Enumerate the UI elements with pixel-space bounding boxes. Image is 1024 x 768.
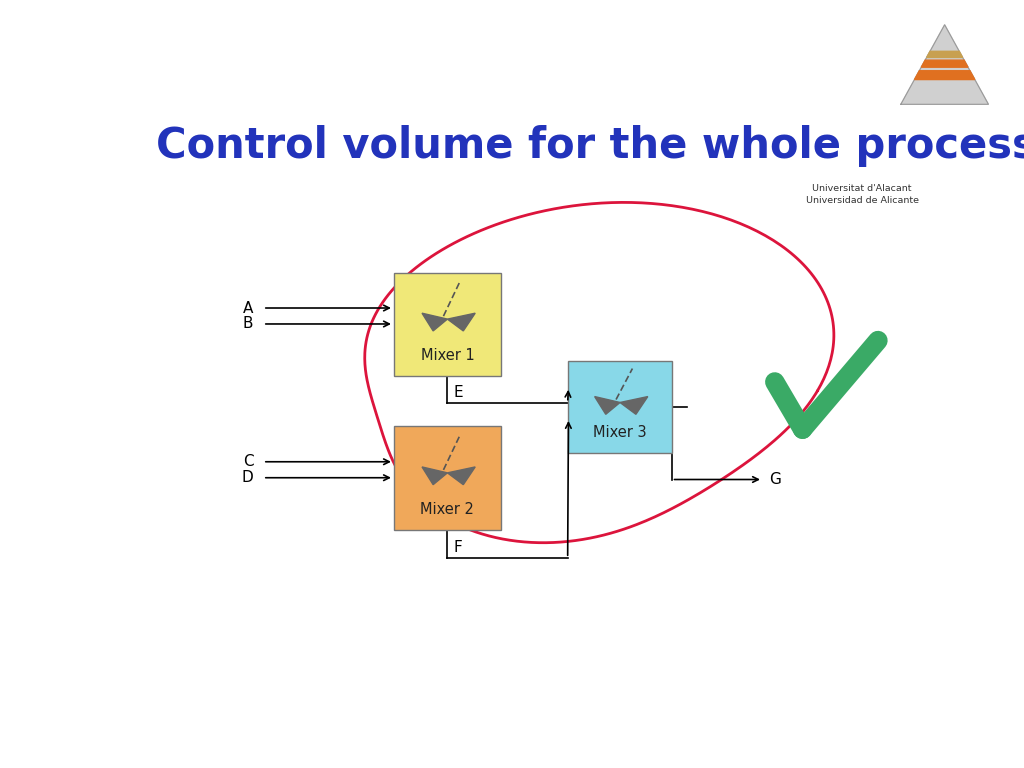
Text: F: F (454, 540, 463, 555)
Polygon shape (901, 25, 988, 104)
Text: Control volume for the whole process: Control volume for the whole process (156, 124, 1024, 167)
Polygon shape (422, 313, 447, 331)
Polygon shape (927, 51, 963, 58)
Polygon shape (422, 467, 447, 485)
Polygon shape (595, 396, 621, 414)
Polygon shape (447, 467, 475, 485)
Text: C: C (243, 454, 253, 469)
Text: D: D (242, 470, 253, 485)
Text: Mixer 1: Mixer 1 (421, 348, 474, 363)
FancyBboxPatch shape (394, 426, 501, 530)
Text: A: A (243, 300, 253, 316)
Text: Mixer 2: Mixer 2 (421, 502, 474, 517)
Text: G: G (769, 472, 781, 487)
FancyBboxPatch shape (568, 361, 672, 453)
Polygon shape (922, 60, 968, 68)
Polygon shape (914, 71, 975, 80)
Text: B: B (243, 316, 253, 332)
Polygon shape (447, 313, 475, 331)
Text: Mixer 3: Mixer 3 (593, 425, 647, 440)
Polygon shape (621, 396, 648, 414)
FancyBboxPatch shape (394, 273, 501, 376)
Text: E: E (454, 385, 464, 399)
Text: Universitat d'Alacant
Universidad de Alicante: Universitat d'Alacant Universidad de Ali… (806, 184, 919, 204)
